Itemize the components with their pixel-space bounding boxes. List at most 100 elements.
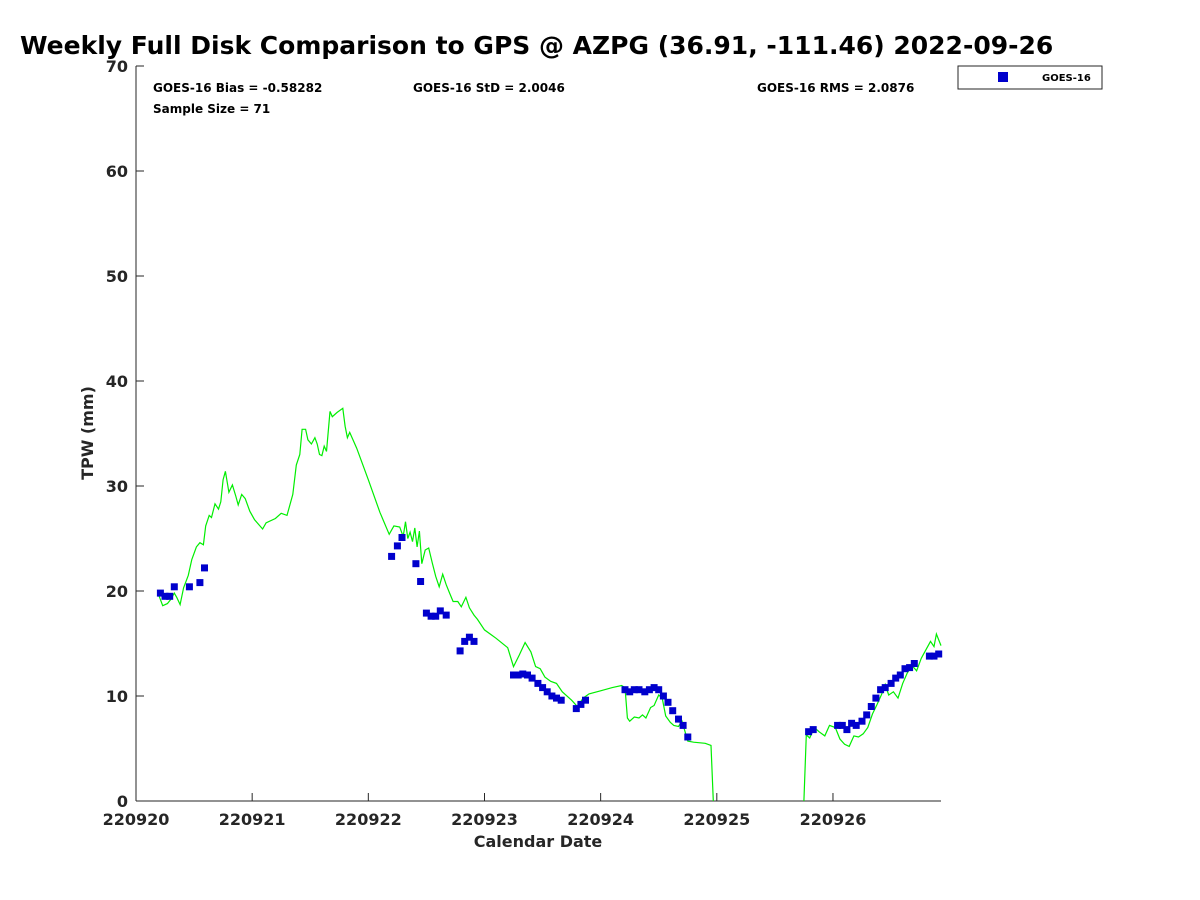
- goes16-point: [470, 637, 478, 645]
- goes16-point: [809, 726, 817, 734]
- goes16-point: [892, 674, 900, 682]
- goes16-point: [524, 671, 531, 679]
- goes16-point: [621, 686, 629, 694]
- goes16-point: [863, 711, 871, 719]
- y-tick-label: 0: [117, 792, 128, 811]
- x-tick-label: 220921: [219, 810, 286, 829]
- goes16-series: [156, 534, 943, 741]
- goes16-point: [669, 707, 677, 715]
- goes16-point: [514, 671, 522, 679]
- goes16-point: [650, 684, 658, 692]
- goes16-point: [630, 686, 638, 694]
- goes16-point: [553, 694, 560, 702]
- goes16-point: [170, 583, 178, 591]
- goes16-point: [645, 686, 653, 694]
- goes16-point: [539, 684, 547, 692]
- goes16-point: [427, 612, 435, 620]
- goes16-point: [528, 674, 536, 682]
- goes16-point: [398, 534, 406, 541]
- goes16-point: [456, 647, 464, 655]
- y-ticks: 0 10 20 30 40 50 60 70: [106, 57, 144, 811]
- goes16-point: [896, 671, 904, 679]
- goes16-point: [519, 670, 527, 678]
- y-tick-label: 40: [106, 372, 128, 391]
- goes16-point: [393, 542, 401, 550]
- goes16-point: [679, 721, 687, 729]
- y-tick-label: 70: [106, 57, 128, 76]
- goes16-point: [543, 688, 551, 696]
- goes16-point: [161, 592, 169, 600]
- goes16-point: [557, 696, 565, 704]
- goes16-point: [626, 688, 634, 696]
- goes16-point: [930, 652, 938, 660]
- goes16-point: [852, 721, 860, 729]
- x-tick-label: 220922: [335, 810, 402, 829]
- legend-marker-goes16: [998, 72, 1008, 82]
- goes16-point: [635, 686, 643, 694]
- goes16-point: [442, 611, 450, 619]
- goes16-point: [877, 686, 885, 694]
- x-tick-label: 220926: [800, 810, 867, 829]
- goes16-point: [881, 684, 889, 692]
- goes16-point: [906, 664, 914, 672]
- goes16-point: [196, 579, 204, 587]
- y-tick-label: 20: [106, 582, 128, 601]
- goes16-point: [166, 592, 174, 600]
- x-tick-label: 220925: [683, 810, 750, 829]
- goes16-point: [156, 589, 164, 597]
- goes16-point: [201, 564, 208, 572]
- goes16-point: [548, 692, 556, 700]
- rms-stat: GOES-16 RMS = 2.0876: [757, 81, 914, 95]
- goes16-point: [675, 715, 682, 723]
- goes16-point: [684, 733, 692, 741]
- x-axis-label: Calendar Date: [474, 832, 603, 851]
- x-tick-label: 220920: [103, 810, 170, 829]
- y-tick-label: 30: [106, 477, 128, 496]
- goes16-point: [185, 583, 193, 591]
- sample-size-stat: Sample Size = 71: [153, 102, 270, 116]
- goes16-point: [872, 694, 880, 702]
- goes16-point: [901, 665, 909, 673]
- goes16-point: [534, 679, 542, 687]
- bias-stat: GOES-16 Bias = -0.58282: [153, 81, 322, 95]
- goes16-point: [436, 607, 444, 615]
- goes16-point: [465, 633, 473, 641]
- x-tick-label: 220924: [567, 810, 634, 829]
- chart-title: Weekly Full Disk Comparison to GPS @ AZP…: [20, 31, 1053, 60]
- goes16-point: [659, 692, 667, 700]
- goes16-point: [432, 612, 440, 620]
- std-stat: GOES-16 StD = 2.0046: [413, 81, 565, 95]
- goes16-point: [843, 726, 851, 734]
- x-tick-label: 220923: [451, 810, 518, 829]
- goes16-point: [887, 679, 895, 687]
- y-tick-label: 60: [106, 162, 128, 181]
- goes16-point: [461, 637, 469, 645]
- goes16-point: [858, 717, 866, 725]
- legend: GOES-16: [957, 65, 1103, 90]
- goes16-point: [577, 700, 585, 708]
- goes16-point: [422, 609, 430, 617]
- y-tick-label: 50: [106, 267, 128, 286]
- legend-label-goes16: GOES-16: [1042, 73, 1091, 84]
- goes16-point: [805, 728, 813, 736]
- goes16-point: [848, 719, 856, 727]
- goes16-point: [910, 660, 918, 667]
- goes16-point: [510, 671, 517, 679]
- goes16-point: [417, 578, 425, 585]
- goes16-point: [664, 698, 672, 706]
- goes16-point: [388, 552, 396, 560]
- stats-panel: GOES-16 Bias = -0.58282 GOES-16 StD = 2.…: [153, 81, 914, 116]
- x-ticks: 220920 220921 220922 220923 220924 220925 2209…: [103, 793, 867, 829]
- goes16-point: [838, 721, 846, 729]
- y-tick-label: 10: [106, 687, 128, 706]
- goes16-point: [641, 688, 649, 696]
- goes16-point: [572, 705, 580, 713]
- goes16-point: [582, 696, 589, 704]
- legend-box: [957, 65, 1103, 90]
- y-axis-label: TPW (mm): [78, 386, 97, 480]
- plot-axes: [135, 66, 941, 802]
- goes16-point: [655, 686, 663, 694]
- goes16-point: [412, 560, 420, 568]
